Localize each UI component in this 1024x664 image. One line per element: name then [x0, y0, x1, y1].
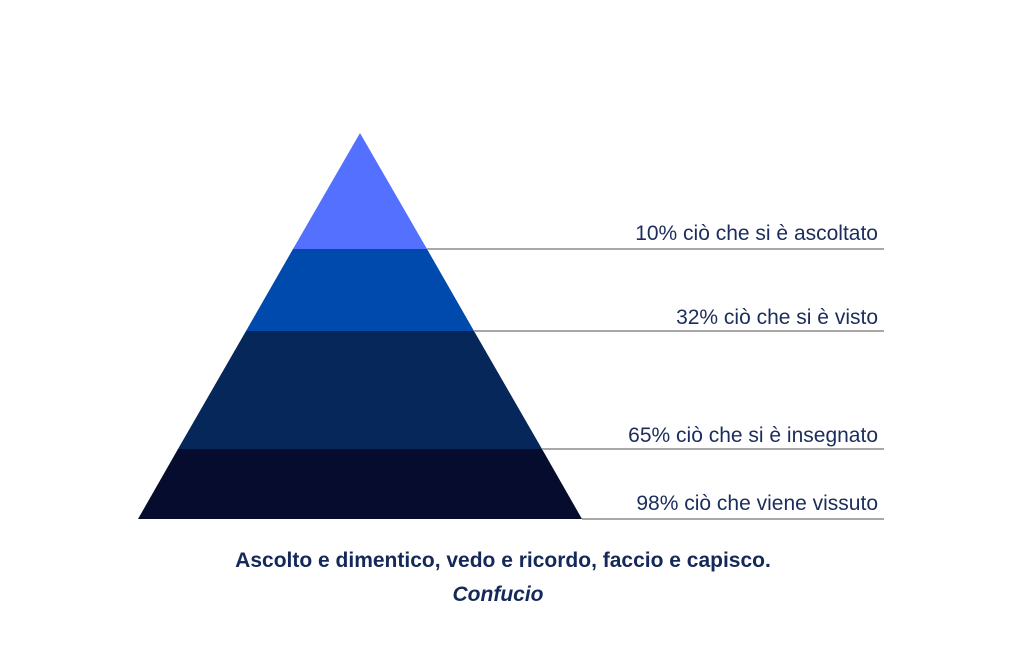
level-3: [178, 331, 542, 449]
quote-author: Confucio: [453, 583, 544, 606]
level-label: 65% ciò che si è insegnato: [628, 424, 878, 447]
level-label: 98% ciò che viene vissuto: [636, 492, 878, 515]
level-2: [246, 249, 474, 331]
quote: Ascolto e dimentico, vedo e ricordo, fac…: [235, 549, 771, 572]
level-label: 10% ciò che si è ascoltato: [635, 222, 878, 245]
level-1: [293, 133, 427, 249]
level-label: 32% ciò che si è visto: [676, 306, 878, 329]
level-4: [138, 449, 582, 519]
